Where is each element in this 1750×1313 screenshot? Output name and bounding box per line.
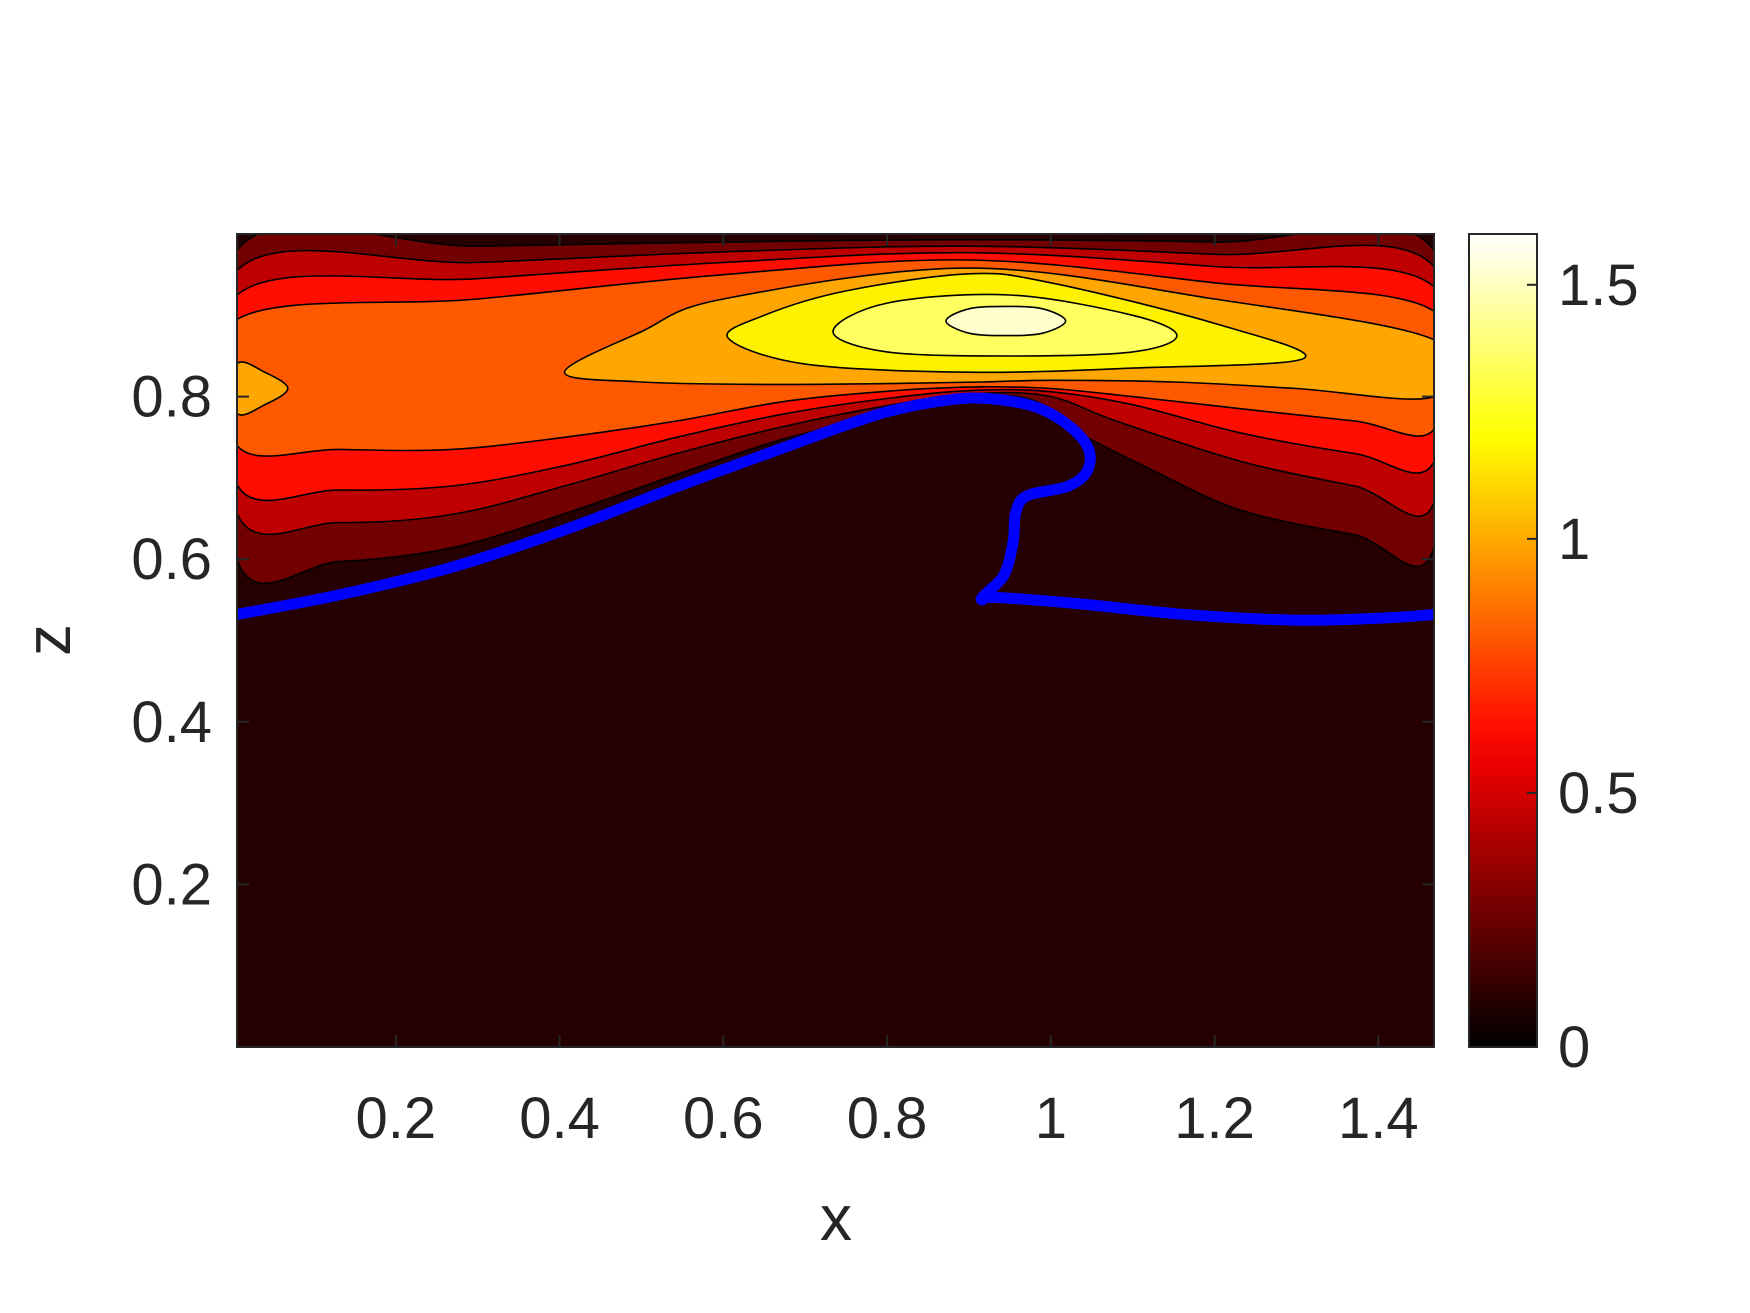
- contour-band: [237, 361, 289, 416]
- y-tick-label: 0.8: [131, 365, 212, 430]
- y-tick-label: 0.2: [131, 852, 212, 917]
- x-tick-label: 1.4: [1338, 1086, 1419, 1151]
- x-tick-label: 1.2: [1174, 1086, 1255, 1151]
- x-axis-label: x: [820, 1182, 852, 1254]
- axes: 0.2 0.4 0.6 0.8 1 1.2 1.4 0.2 0.4 0.6 0.8 0 0.5 1 1.5: [131, 233, 1639, 1151]
- x-tick-label: 0.2: [356, 1086, 437, 1151]
- y-axis-label: z: [12, 624, 84, 656]
- colorbar-tick-label: 1: [1558, 507, 1590, 572]
- contour-band: [945, 305, 1067, 337]
- colorbar-tick-label: 1.5: [1558, 253, 1639, 318]
- x-tick-label: 0.8: [847, 1086, 928, 1151]
- plot-area: [237, 234, 1434, 1047]
- x-tick-label: 0.4: [519, 1086, 600, 1151]
- colorbar-tick-label: 0.5: [1558, 761, 1639, 826]
- colorbar-tick-label: 0: [1558, 1015, 1590, 1080]
- x-tick-label: 1: [1035, 1086, 1067, 1151]
- colorbar: [1468, 233, 1538, 1048]
- interface-curve: [237, 392, 1434, 626]
- plot-frame: [236, 233, 1435, 1048]
- y-tick-label: 0.4: [131, 690, 212, 755]
- y-tick-label: 0.6: [131, 527, 212, 592]
- x-tick-label: 0.6: [683, 1086, 764, 1151]
